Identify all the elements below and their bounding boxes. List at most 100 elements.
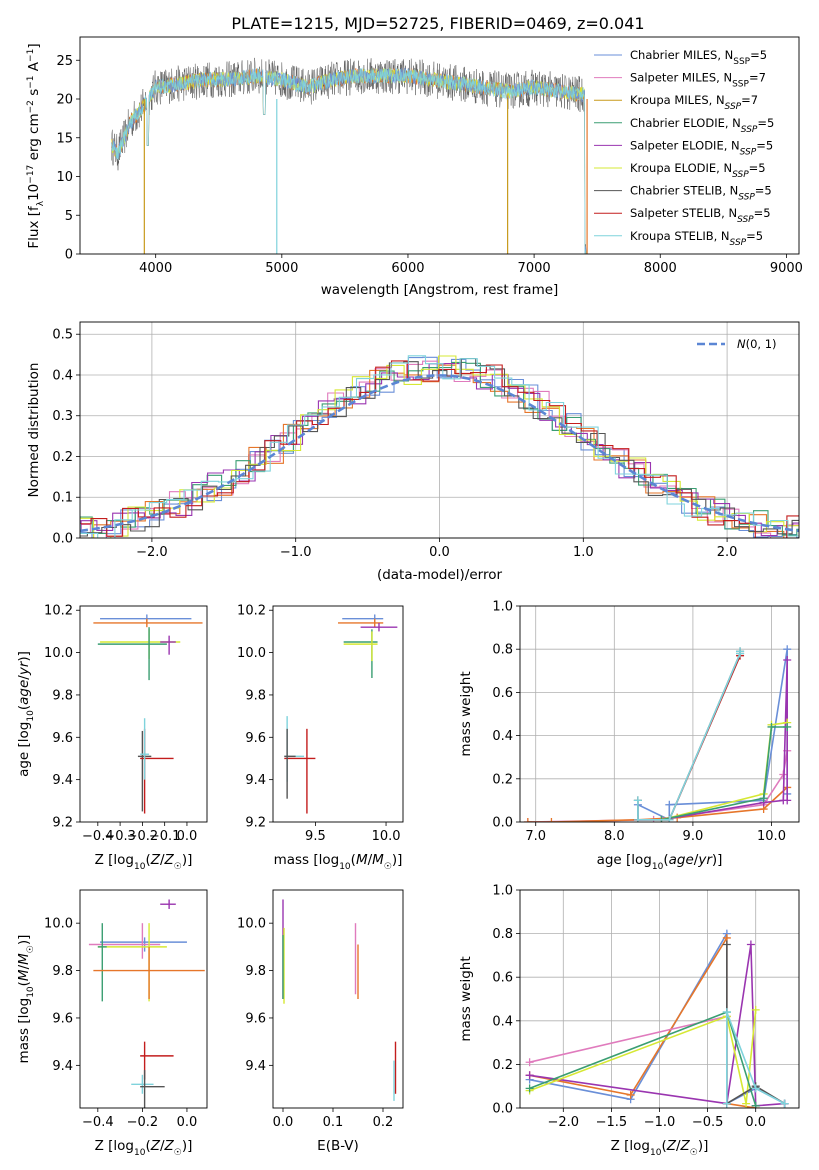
weight-line: [529, 1009, 757, 1104]
weight-marker: [746, 940, 755, 949]
plot-area: [525, 929, 789, 1108]
legend-entry: N(0, 1): [737, 337, 777, 351]
y-tick-label: 9.8: [245, 688, 266, 703]
y-tick-label: 1.0: [492, 600, 513, 615]
y-axis-label: Flux [fλ10−17 erg cm−2 s−1 A−1]: [26, 43, 46, 248]
legend-entry: Salpeter STELIB, NSSP=5: [630, 206, 771, 225]
histogram-series: [80, 355, 799, 538]
histogram-series: [80, 363, 799, 537]
chart-weight_vs_Z: −2.0 −1.5 −1.0 −0.5 0.0 0.0 0.2 0.4 0.6 0.8 1.0 Z […: [458, 884, 800, 1158]
errorbar-point: [131, 1074, 154, 1094]
weight-marker: [525, 1071, 534, 1080]
x-tick-label: −0.3: [104, 829, 136, 844]
weight-marker: [525, 1058, 534, 1067]
y-tick-label: 1.0: [492, 884, 513, 899]
weight-marker: [633, 815, 642, 822]
y-axis-label: mass weight: [458, 956, 474, 1041]
chart-residuals: −2.0 −1.0 0.0 1.0 2.0 0.0 0.1 0.2 0.3 0.4 0.5 N(0, …: [26, 321, 800, 583]
weight-line: [661, 726, 788, 821]
weight-marker: [742, 1099, 751, 1108]
x-tick-label: 10.0: [372, 829, 401, 844]
errorbar-point: [360, 622, 398, 632]
y-axis-label: Normed distribution: [26, 363, 42, 498]
axes-frame: [79, 889, 208, 1109]
y-tick-label: 0.2: [492, 1058, 513, 1073]
x-tick-label: −0.2: [127, 829, 159, 844]
x-axis-label: wavelength [Angstrom, rest frame]: [321, 282, 559, 298]
weight-series: [722, 1008, 789, 1108]
weight-marker: [767, 722, 776, 731]
y-tick-label: 9.2: [52, 816, 73, 831]
y-tick-label: 9.8: [52, 964, 73, 979]
plot-area: [282, 899, 397, 1101]
x-tick-label: 9.5: [305, 829, 326, 844]
y-tick-label: 15: [56, 131, 73, 146]
y-tick-label: 0.5: [52, 328, 73, 343]
x-tick-label: 0.2: [373, 1115, 394, 1130]
y-tick-label: 10.2: [237, 604, 266, 619]
histogram-series: [80, 360, 799, 538]
plot-area: [523, 645, 792, 822]
weight-marker: [736, 647, 745, 656]
x-tick-label: 10.0: [757, 829, 786, 844]
axes-frame: [272, 889, 404, 1109]
axes-frame: [272, 605, 404, 823]
errorbar-point: [160, 635, 176, 655]
y-tick-label: 0.3: [52, 409, 73, 424]
x-tick-label: −1.0: [280, 545, 312, 560]
y-tick-label: 10.0: [237, 646, 266, 661]
x-tick-label: 5000: [265, 261, 298, 276]
y-tick-label: 9.6: [52, 731, 73, 746]
y-tick-label: 5: [65, 209, 73, 224]
chart-spectrum: 4000 5000 6000 7000 8000 9000 0 5 10 15 20 25 Chabri…: [26, 36, 803, 298]
y-tick-label: 10.0: [44, 917, 73, 932]
y-tick-label: 10.0: [44, 646, 73, 661]
y-tick-label: 9.6: [52, 1011, 73, 1026]
y-tick-label: 20: [56, 93, 73, 108]
y-tick-label: 10.0: [237, 917, 266, 932]
weight-marker: [751, 1084, 760, 1093]
y-tick-label: 9.4: [52, 1059, 73, 1074]
legend-entry: Chabrier ELODIE, NSSP=5: [630, 116, 774, 135]
axes-frame: [79, 36, 800, 255]
errorbar-point: [140, 718, 150, 780]
y-tick-label: 0.6: [492, 686, 513, 701]
weight-marker: [783, 796, 792, 805]
weight-marker: [722, 1099, 731, 1108]
x-tick-label: 9.0: [683, 829, 704, 844]
errorbar-point: [160, 899, 176, 909]
y-tick-label: 25: [56, 54, 73, 69]
errorbar-point: [284, 728, 316, 814]
weight-marker: [665, 815, 674, 822]
y-tick-label: 0.4: [52, 368, 73, 383]
chart-mass_vs_Z: −0.4 −0.2 0.0 9.4 9.6 9.8 10.0 Z [log10(Z/Z☉)] m…: [16, 889, 208, 1158]
y-tick-label: 0.4: [492, 1014, 513, 1029]
figure-title: PLATE=1215, MJD=52725, FIBERID=0469, z=0…: [231, 14, 644, 33]
y-tick-label: 0.0: [52, 532, 73, 547]
x-tick-label: 7.0: [525, 829, 546, 844]
x-axis-label: mass [log10(M/M☉)]: [274, 852, 403, 872]
weight-series: [633, 651, 745, 822]
weight-marker: [525, 1084, 534, 1093]
chart-weight_vs_age: 7.0 8.0 9.0 10.0 0.0 0.2 0.4 0.6 0.8 1.0 age [log1…: [458, 600, 800, 872]
x-tick-label: −2.0: [548, 1115, 580, 1130]
errorbar-point: [97, 923, 167, 1002]
y-tick-label: 9.4: [245, 773, 266, 788]
x-tick-label: 0.1: [323, 1115, 344, 1130]
chart-age_vs_Z: −0.4−0.3−0.2−0.10.0 9.2 9.4 9.6 9.8 10.0 10.2 Z…: [16, 604, 208, 872]
x-axis-label: (data-model)/error: [377, 567, 503, 583]
x-axis-label: Z [log10(Z/Z☉)]: [611, 1138, 709, 1158]
legend-entry: Kroupa ELODIE, NSSP=5: [630, 161, 766, 180]
weight-marker: [783, 645, 792, 654]
errorbar-point: [88, 923, 161, 959]
legend: Chabrier MILES, NSSP=5 Salpeter MILES, NS…: [594, 48, 774, 248]
weight-marker: [523, 818, 532, 822]
legend: N(0, 1): [697, 337, 777, 351]
y-axis-label: age [log10(age/yr)]: [16, 651, 36, 777]
x-tick-label: −1.5: [596, 1115, 628, 1130]
plot-area: [284, 614, 398, 814]
plot-area: [93, 614, 203, 814]
axes-frame: [79, 605, 208, 823]
errorbar-point: [93, 946, 205, 999]
legend-entry: Chabrier MILES, NSSP=5: [630, 48, 767, 67]
